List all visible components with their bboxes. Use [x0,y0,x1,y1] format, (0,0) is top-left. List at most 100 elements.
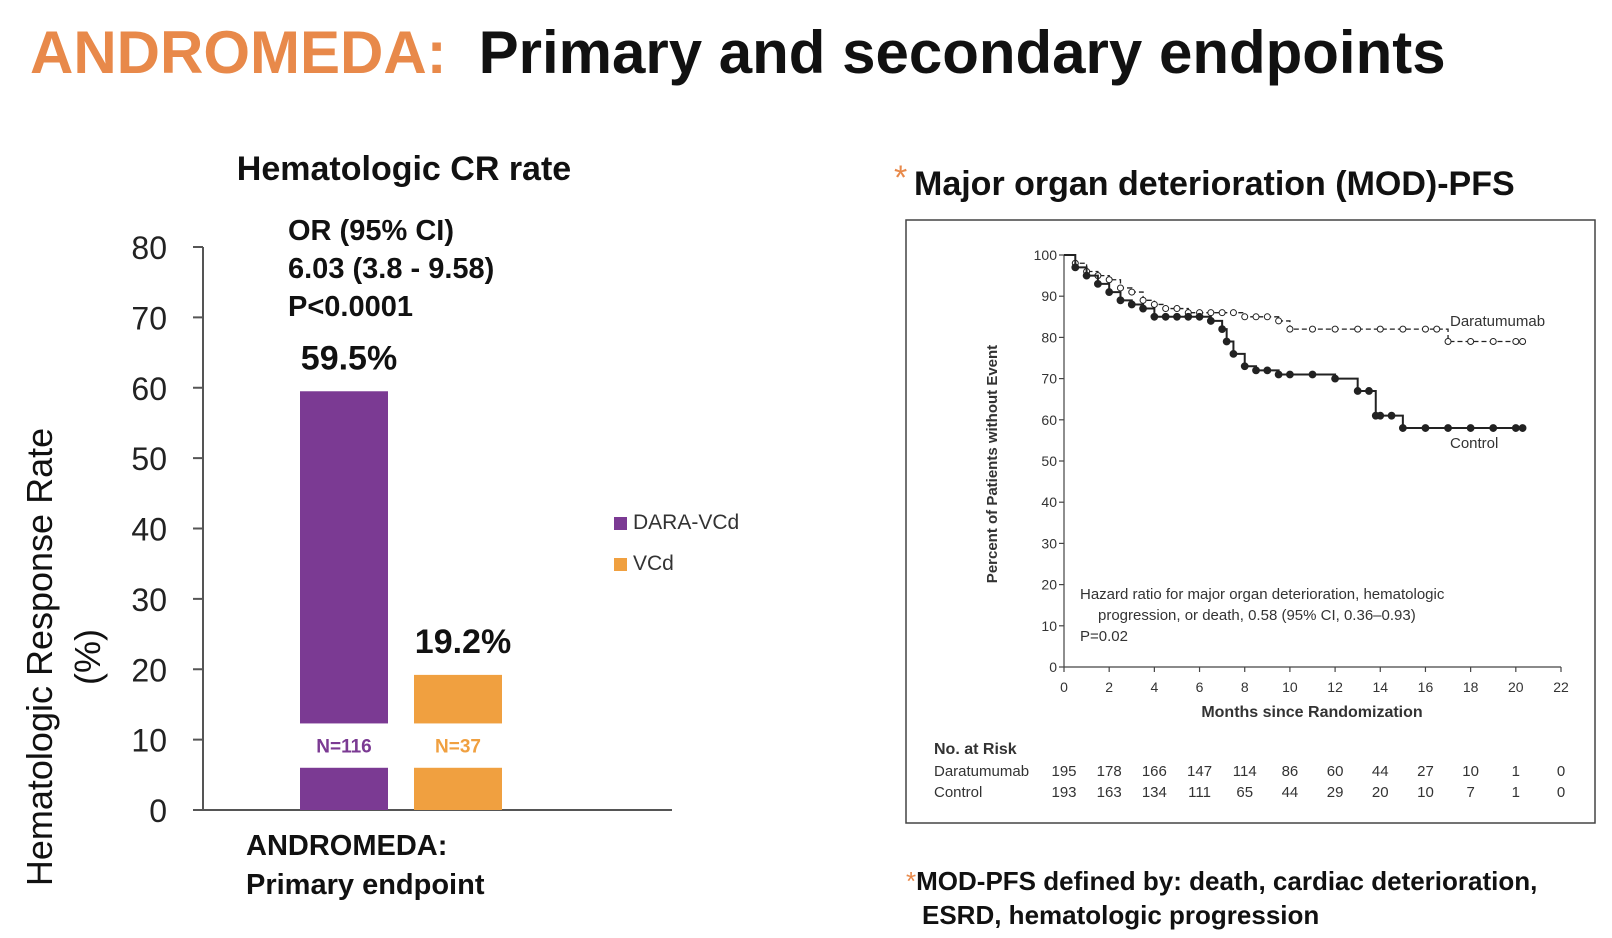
km-x-tick-label: 18 [1463,679,1479,695]
bar-n-label: N=37 [435,737,481,758]
km-censor-mark-daratumumab [1512,338,1520,346]
km-censor-mark-daratumumab [1128,288,1136,296]
km-censor-mark-control [1286,370,1294,379]
km-y-tick-label: 10 [1041,618,1057,634]
footnote-line2: ESRD, hematologic progression [922,900,1320,930]
hr-annotation-line1: Hazard ratio for major organ deteriorati… [1080,586,1445,603]
km-x-tick-label: 22 [1553,679,1569,695]
km-censor-mark-control [1093,279,1102,288]
km-censor-mark-control [1421,424,1430,432]
x-category-line1: ANDROMEDA: [246,830,447,862]
km-censor-mark-control [1376,411,1385,420]
km-x-tick-label: 16 [1418,679,1434,695]
km-y-tick-label: 50 [1041,453,1057,469]
risk-value: 166 [1142,763,1167,780]
km-censor-mark-control [1218,325,1227,334]
risk-value: 10 [1462,763,1479,780]
legend-label-dara-vcd: DARA-VCd [633,511,739,534]
km-censor-mark-daratumumab [1162,305,1170,313]
km-y-tick-label: 20 [1041,577,1057,593]
bars: N=116 59.5% N=37 19.2% [298,339,511,810]
y-axis: 0 10 20 30 40 50 60 70 80 [131,230,203,829]
km-censor-mark-daratumumab [1275,317,1283,325]
km-censor-mark-control [1252,366,1260,375]
bar-label-band [412,723,504,768]
km-censor-mark-control [1184,312,1193,321]
km-censor-mark-daratumumab [1399,325,1407,333]
km-censor-mark-control [1222,337,1231,346]
km-censor-mark-daratumumab [1218,309,1226,317]
risk-value: 1 [1512,763,1520,780]
km-censor-mark-control [1071,263,1080,272]
or-label-line1: OR (95% CI) [288,215,454,247]
km-censor-mark-daratumumab [1207,309,1215,317]
y-tick-label: 50 [131,441,167,477]
footnote-star: * [906,866,917,896]
km-censor-mark-control [1139,304,1147,313]
km-censor-mark-control [1511,424,1520,432]
km-censor-mark-control [1489,424,1498,432]
km-x-tick-label: 2 [1105,679,1113,695]
km-censor-mark-daratumumab [1105,276,1113,284]
km-censor-mark-daratumumab [1139,296,1147,304]
risk-value: 0 [1557,763,1565,780]
km-y-tick-label: 0 [1049,659,1057,675]
km-x-tick-label: 10 [1282,679,1298,695]
risk-value: 7 [1466,784,1474,801]
risk-value: 193 [1051,784,1076,801]
or-label-line2: 6.03 (3.8 - 9.58) [288,253,494,285]
km-censor-mark-daratumumab [1421,325,1429,333]
risk-value: 44 [1282,784,1299,801]
km-x-tick-label: 4 [1150,679,1158,695]
y-tick-label: 0 [149,793,167,829]
km-series-label-control: Control [1450,435,1498,452]
km-censor-mark-daratumumab [1241,313,1249,321]
km-censor-mark-daratumumab [1331,325,1339,333]
km-censor-mark-control [1365,387,1373,395]
km-title: Major organ deterioration (MOD)-PFS [914,165,1515,203]
km-censor-mark-daratumumab [1116,284,1124,292]
km-censor-mark-control [1308,370,1317,379]
footnote: *MOD-PFS defined by: death, cardiac dete… [906,864,1537,932]
km-censor-mark-daratumumab [1286,325,1294,333]
km-y-tick-label: 60 [1041,412,1057,428]
risk-value: 65 [1236,784,1253,801]
km-x-tick-label: 12 [1327,679,1343,695]
bar-label-band [298,723,390,768]
risk-row-label-daratumumab: Daratumumab [934,763,1029,780]
risk-value: 60 [1327,763,1344,780]
km-curves [1064,254,1527,432]
risk-value: 20 [1372,784,1389,801]
km-censor-mark-control [1398,424,1407,432]
km-censor-mark-control [1173,312,1181,321]
km-y-tick-label: 100 [1034,247,1058,263]
km-x-tick-label: 6 [1196,679,1204,695]
km-y-tick-label: 70 [1041,371,1057,387]
km-censor-mark-daratumumab [1309,325,1316,333]
slide-title: ANDROMEDA: Primary and secondary endpoint… [30,18,1446,87]
km-y-tick-label: 90 [1041,288,1057,304]
km-censor-mark-daratumumab [1173,305,1181,313]
km-y-tick-label: 80 [1041,329,1057,345]
km-censor-mark-control [1387,411,1396,420]
km-censor-mark-daratumumab [1252,313,1260,321]
bar-chart-title: Hematologic CR rate [237,150,571,188]
y-tick-label: 20 [131,652,167,688]
risk-value: 0 [1557,784,1565,801]
or-label-line3: P<0.0001 [288,291,413,323]
risk-table-header: No. at Risk [934,741,1017,758]
km-x-tick-label: 14 [1372,679,1388,695]
km-x-tick-label: 0 [1060,679,1068,695]
km-censor-mark-daratumumab [1444,338,1452,346]
km-censor-mark-control [1263,366,1272,375]
km-censor-mark-daratumumab [1376,325,1384,333]
hr-annotation-line2: progression, or death, 0.58 (95% CI, 0.3… [1098,607,1416,624]
bar-chart: Hematologic CR rate OR (95% CI) 6.03 (3.… [19,150,739,901]
km-censor-mark-daratumumab [1263,313,1271,321]
km-censor-mark-daratumumab [1354,325,1362,333]
y-tick-label: 40 [131,512,167,548]
km-censor-mark-control [1229,349,1238,358]
risk-value: 86 [1282,763,1299,780]
y-axis-label-line2: (%) [67,629,108,685]
